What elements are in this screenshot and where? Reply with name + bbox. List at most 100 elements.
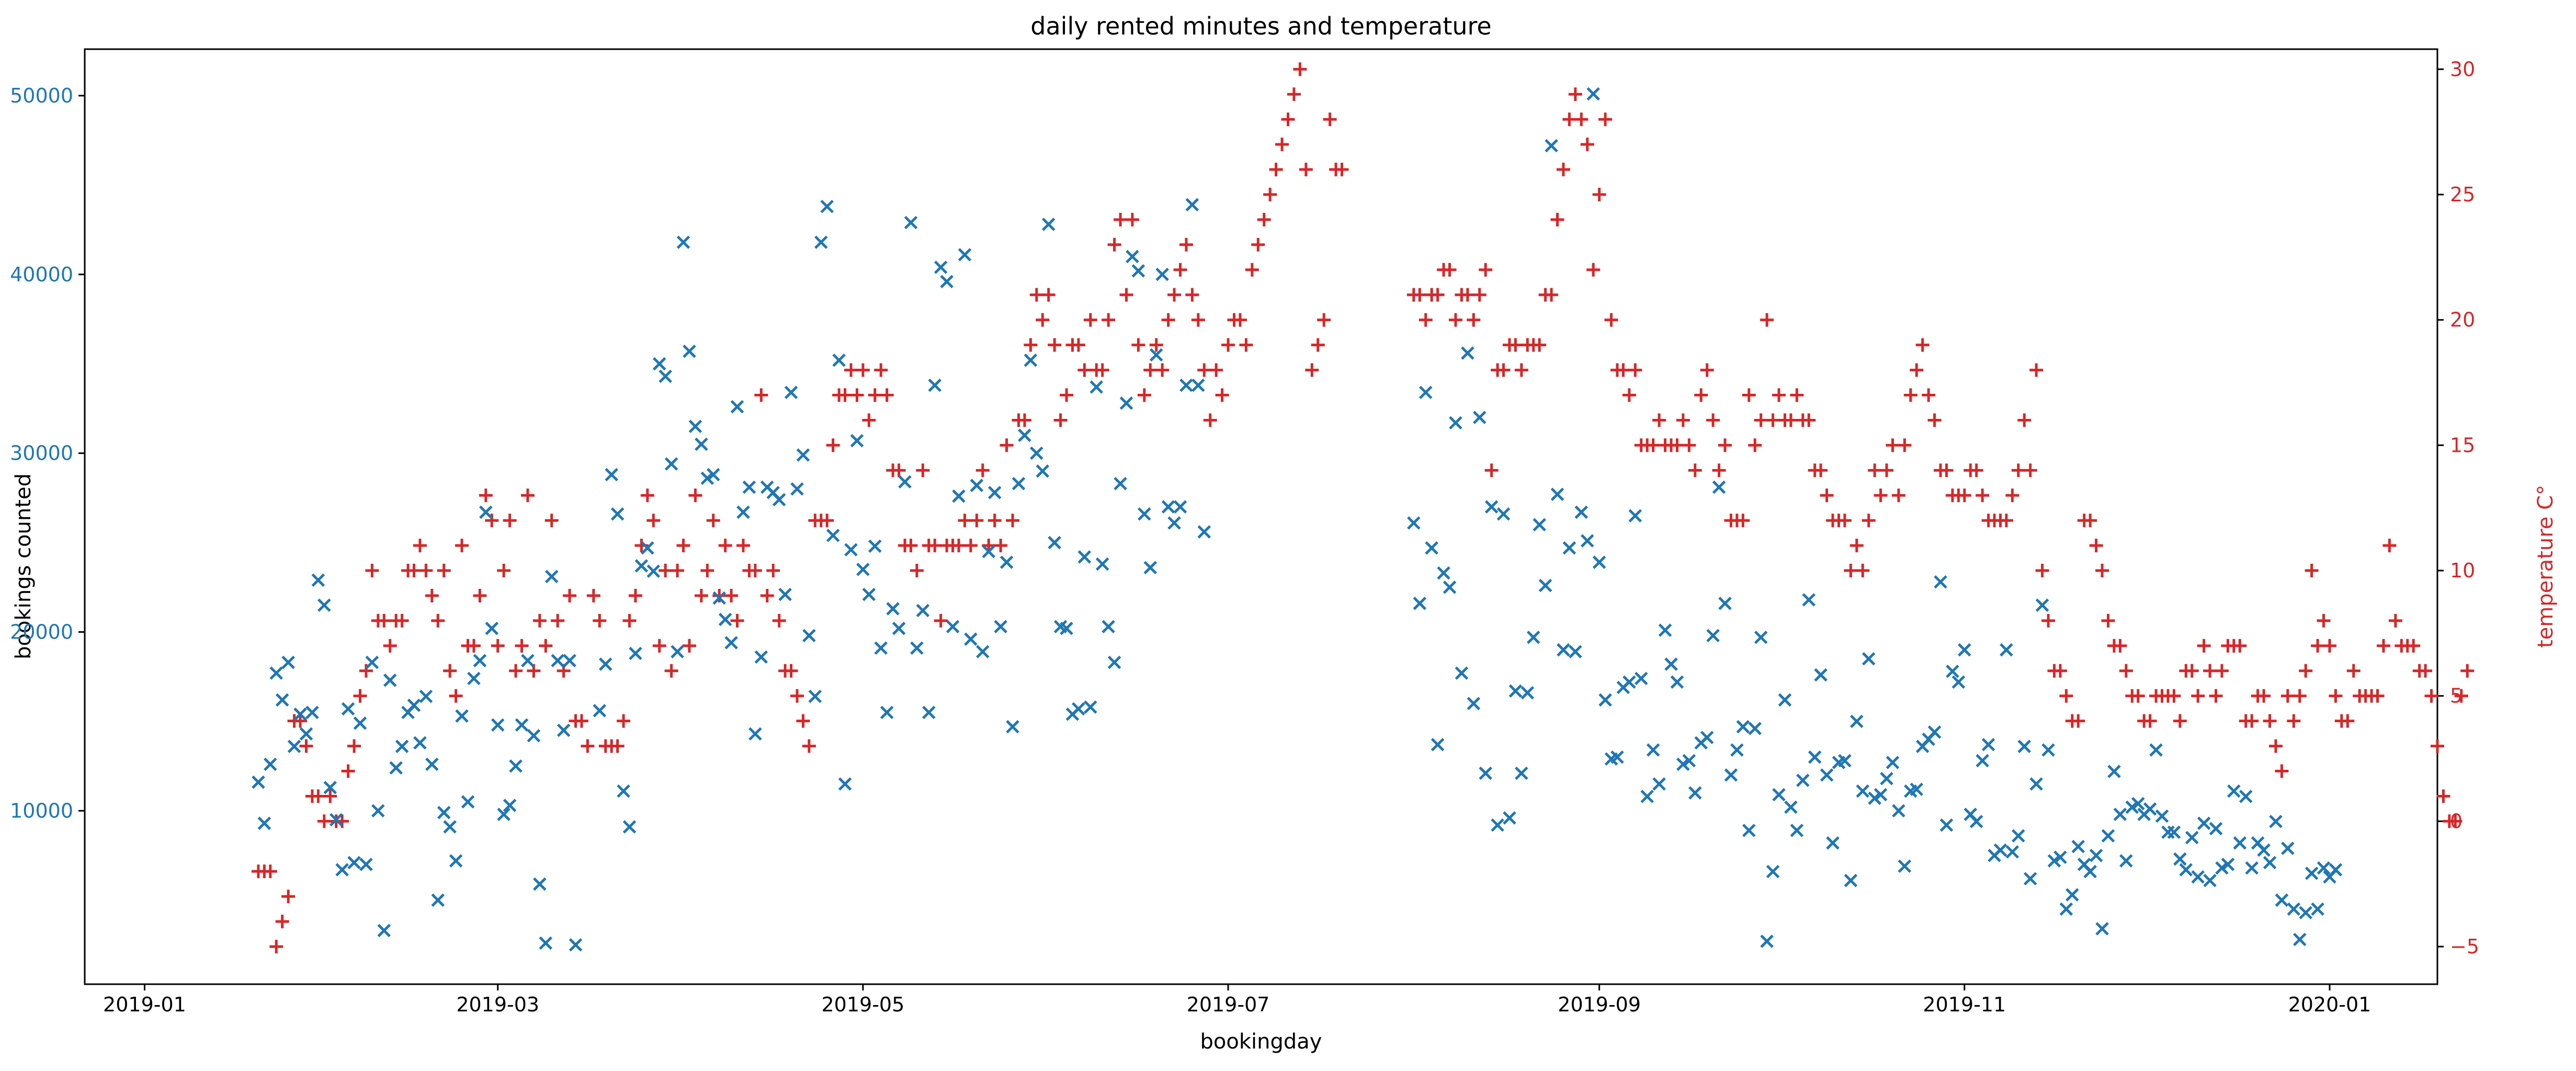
temperature-point <box>874 363 888 377</box>
bookings-point <box>1886 756 1900 769</box>
bookings-point <box>994 620 1007 634</box>
temperature-point <box>1137 388 1151 402</box>
temperature-point <box>2011 463 2025 477</box>
bookings-point <box>299 727 313 741</box>
temperature-point <box>796 714 810 728</box>
temperature-point <box>1646 438 1660 452</box>
temperature-point <box>671 564 685 578</box>
bookings-point <box>2119 854 2133 868</box>
temperature-point <box>617 714 631 728</box>
temperature-point <box>1263 188 1277 202</box>
y-left-tick-label: 40000 <box>10 263 73 286</box>
bookings-point <box>1503 811 1516 825</box>
temperature-point <box>1215 388 1229 402</box>
bookings-point <box>1939 818 1954 832</box>
temperature-point <box>1760 313 1774 327</box>
bookings-point <box>1006 720 1019 734</box>
temperature-point <box>1742 388 1756 402</box>
bookings-point <box>1838 754 1852 768</box>
x-tick-label: 2019-11 <box>1923 993 2006 1016</box>
bookings-point <box>2083 864 2097 879</box>
bookings-point <box>1472 411 1486 425</box>
bookings-point <box>323 781 337 794</box>
temperature-point <box>1766 413 1780 427</box>
bookings-point <box>1191 378 1205 392</box>
temperature-point <box>1844 564 1858 578</box>
bookings-point <box>1754 630 1768 644</box>
y-right-tick-label: 20 <box>2450 309 2475 332</box>
bookings-point <box>796 448 810 462</box>
bookings-point <box>1874 788 1888 802</box>
temperature-point <box>377 613 391 628</box>
bookings-point <box>1772 788 1786 802</box>
temperature-point <box>1179 237 1193 252</box>
bookings-point <box>455 709 469 723</box>
temperature-point <box>1053 413 1068 427</box>
temperature-point <box>1041 288 1056 302</box>
temperature-point <box>1898 438 1912 452</box>
temperature-point <box>1574 112 1588 127</box>
temperature-point <box>1149 338 1163 352</box>
temperature-point <box>437 564 451 578</box>
bookings-point <box>808 689 822 703</box>
bookings-point <box>748 727 762 741</box>
bookings-point <box>1958 643 1971 657</box>
bookings-point <box>1706 629 1720 643</box>
bookings-point <box>2185 830 2199 845</box>
temperature-point <box>395 613 409 628</box>
bookings-point <box>1036 464 1050 478</box>
temperature-point <box>586 589 600 602</box>
temperature-point <box>1922 388 1936 402</box>
temperature-point <box>2197 639 2211 653</box>
bookings-point <box>1569 645 1582 658</box>
temperature-point <box>544 514 559 528</box>
temperature-point <box>341 764 355 778</box>
temperature-point <box>1628 363 1642 377</box>
temperature-point <box>1568 87 1582 101</box>
bookings-point <box>2179 863 2193 876</box>
bookings-point <box>2275 893 2289 907</box>
y-left-tick-label: 10000 <box>10 799 73 822</box>
bookings-point <box>868 539 882 553</box>
bookings-point <box>1969 815 1983 828</box>
bookings-point <box>1557 643 1570 657</box>
temperature-point <box>491 639 505 653</box>
temperature-point <box>2209 689 2223 703</box>
bookings-point <box>1927 725 1942 739</box>
bookings-point <box>2095 922 2109 936</box>
bookings-point <box>557 723 571 737</box>
bookings-point <box>850 434 864 448</box>
bookings-point <box>1610 750 1624 764</box>
bookings-point <box>1515 766 1528 780</box>
temperature-point <box>2376 639 2390 653</box>
temperature-point <box>532 613 547 628</box>
bookings-point <box>1730 743 1744 757</box>
bookings-point <box>1844 873 1858 887</box>
bookings-point <box>467 671 481 686</box>
temperature-point <box>527 664 541 678</box>
bookings-point <box>2263 856 2277 870</box>
temperature-point <box>1622 388 1636 402</box>
bookings-point <box>2125 800 2139 814</box>
temperature-point <box>652 639 666 653</box>
temperature-point <box>2263 714 2277 728</box>
bookings-point <box>1586 87 1600 101</box>
bookings-point <box>407 698 421 712</box>
temperature-point <box>659 564 673 578</box>
temperature-point <box>263 864 277 879</box>
bookings-point <box>2239 790 2253 803</box>
bookings-point <box>281 655 295 669</box>
temperature-point <box>2113 639 2127 653</box>
temperature-point <box>904 539 918 553</box>
temperature-point <box>730 613 744 628</box>
bookings-point <box>2071 839 2085 853</box>
x-tick-label: 2019-03 <box>456 993 539 1016</box>
temperature-point <box>970 514 984 528</box>
temperature-point <box>293 714 308 728</box>
bookings-point <box>2221 858 2235 871</box>
temperature-point <box>2341 714 2355 728</box>
temperature-point <box>2143 714 2157 728</box>
bookings-point <box>1114 476 1127 491</box>
x-axis-label: bookingday <box>1200 1030 1322 1054</box>
